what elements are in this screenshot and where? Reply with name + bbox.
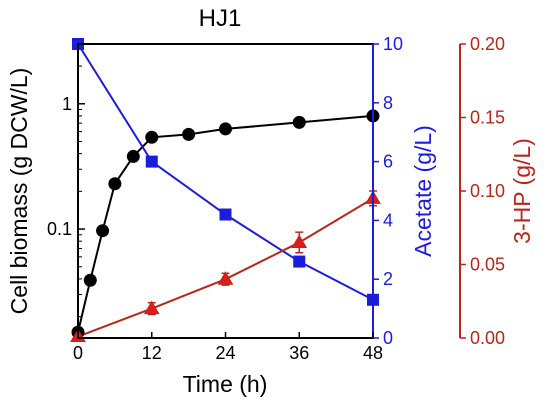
cell-biomass-point <box>145 130 159 144</box>
x-axis-title: Time (h) <box>183 371 268 397</box>
left-tick-label: 0.1 <box>47 219 72 239</box>
x-tick-label: 48 <box>363 343 383 363</box>
left-axis-title: Cell biomass (g DCW/L) <box>6 68 32 315</box>
left-tick-label: 1 <box>62 94 72 114</box>
acetate-point <box>145 155 158 168</box>
plot-frame <box>77 43 374 339</box>
cell-biomass-point <box>96 224 110 238</box>
cell-biomass-point <box>219 122 232 136</box>
3-hp-point <box>143 300 160 315</box>
3-hp-point <box>217 271 234 285</box>
cell-biomass-point <box>83 273 97 287</box>
acetate-tick-label: 10 <box>383 34 403 54</box>
x-tick-label: 36 <box>289 343 309 363</box>
3hp-tick-label: 0.20 <box>470 34 505 54</box>
3-hp-point <box>291 234 308 248</box>
cell-biomass-point <box>182 127 196 141</box>
series-markers <box>70 38 381 343</box>
3hp-tick-label: 0.10 <box>470 181 505 201</box>
cell-biomass-point <box>126 149 140 163</box>
acetate-axis-title: Acetate (g/L) <box>410 125 436 257</box>
x-tick-label: 0 <box>73 343 83 363</box>
x-tick-label: 12 <box>142 343 162 363</box>
cell-biomass-point <box>292 115 306 129</box>
cell-biomass-point <box>108 177 122 191</box>
x-tick-label: 24 <box>215 343 235 363</box>
acetate-point <box>219 208 232 221</box>
acetate-tick-label: 6 <box>383 152 393 172</box>
3hp-tick-label: 0.00 <box>470 328 505 348</box>
series-lines <box>77 43 374 338</box>
acetate-tick-label: 0 <box>383 328 393 348</box>
acetate-tick-label: 2 <box>383 269 393 289</box>
3hp-tick-label: 0.05 <box>470 255 505 275</box>
acetate-point <box>293 255 306 268</box>
3hp-tick-label: 0.15 <box>470 108 505 128</box>
acetate-tick-label: 4 <box>383 210 393 230</box>
chart-title: HJ1 <box>199 5 242 32</box>
acetate-tick-label: 8 <box>383 93 393 113</box>
3hp-axis-title: 3-HP (g/L) <box>509 138 535 244</box>
